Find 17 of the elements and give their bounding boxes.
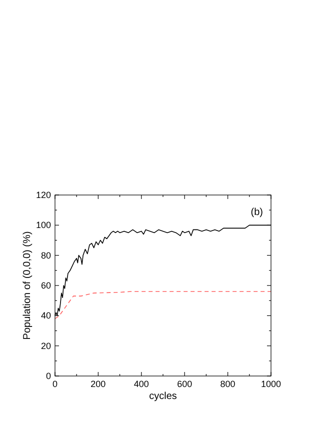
y-axis-title: Population of (0,0,0) (%) [22, 231, 33, 340]
x-tick-label: 1000 [260, 379, 282, 389]
x-tick-label: 200 [90, 379, 106, 389]
x-tick-label: 400 [134, 379, 149, 389]
y-tick-label: 60 [40, 280, 51, 290]
y-tick-label: 80 [40, 250, 51, 260]
x-tick-label: 600 [177, 379, 192, 389]
x-axis-title: cycles [149, 391, 177, 402]
y-tick-label: 100 [36, 220, 51, 230]
y-tick-label: 40 [40, 310, 51, 321]
line-series [54, 291, 272, 320]
x-tick-label: 800 [220, 379, 236, 389]
annotation: (b) [250, 207, 263, 218]
x-tick-label: 0 [52, 379, 58, 389]
y-tick-label: 120 [36, 190, 51, 200]
y-tick-label: 0 [46, 371, 51, 381]
y-tick-label: 20 [40, 340, 51, 351]
